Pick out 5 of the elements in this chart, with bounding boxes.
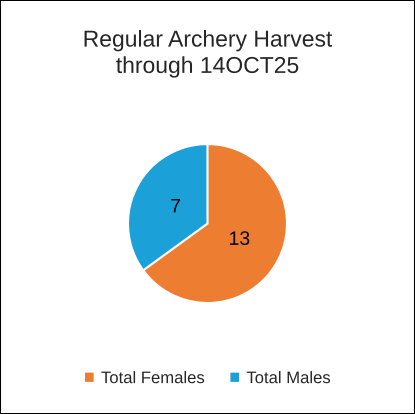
legend-label: Total Males <box>246 371 330 384</box>
chart-title: Regular Archery Harvest through 14OCT25 <box>84 30 332 78</box>
data-label: 7 <box>171 198 180 212</box>
legend-label: Total Females <box>101 371 204 384</box>
data-label: 13 <box>230 231 250 246</box>
